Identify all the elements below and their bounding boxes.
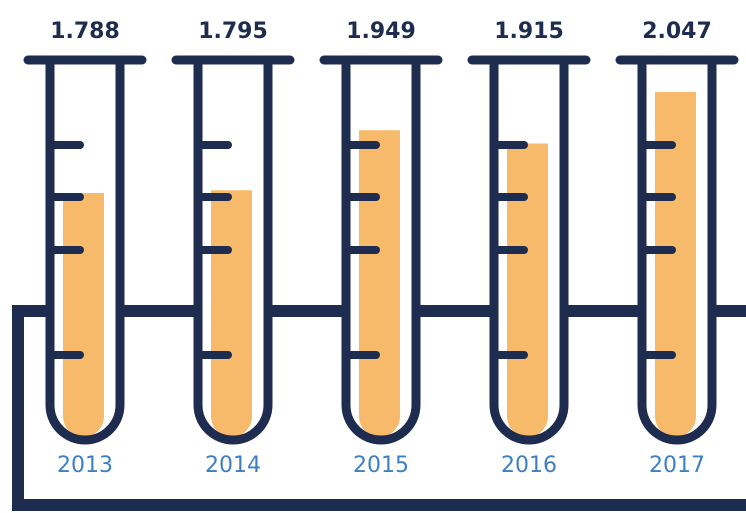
year-label: 2016 (501, 453, 557, 478)
year-label: 2014 (205, 453, 261, 478)
bar (655, 92, 696, 437)
value-label: 1.949 (346, 19, 416, 44)
tube (637, 62, 717, 445)
value-label: 2.047 (642, 19, 712, 44)
tube (489, 62, 569, 445)
bar (211, 190, 252, 437)
year-label: 2013 (57, 453, 113, 478)
year-label: 2017 (649, 453, 705, 478)
value-label: 1.788 (50, 19, 120, 44)
year-label: 2015 (353, 453, 409, 478)
value-label: 1.915 (494, 19, 564, 44)
bar (359, 130, 400, 437)
bar (507, 143, 548, 437)
value-label: 1.795 (198, 19, 268, 44)
tube (341, 62, 421, 445)
tube (193, 62, 273, 445)
tube (45, 62, 125, 445)
bar (63, 193, 104, 437)
